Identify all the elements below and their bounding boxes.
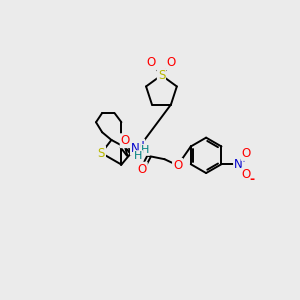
Text: +: + [239,154,247,164]
Text: -: - [250,173,255,186]
Text: N: N [234,158,243,171]
Text: S: S [98,146,105,160]
Text: O: O [242,169,251,182]
Text: O: O [242,147,251,160]
Text: N: N [136,140,144,153]
Text: O: O [167,56,176,69]
Text: H: H [141,145,149,155]
Text: O: O [147,56,156,69]
Text: O: O [138,163,147,176]
Text: O: O [173,159,182,172]
Text: H: H [134,151,142,161]
Text: N: N [131,142,140,155]
Text: S: S [158,69,165,82]
Text: O: O [121,134,130,147]
